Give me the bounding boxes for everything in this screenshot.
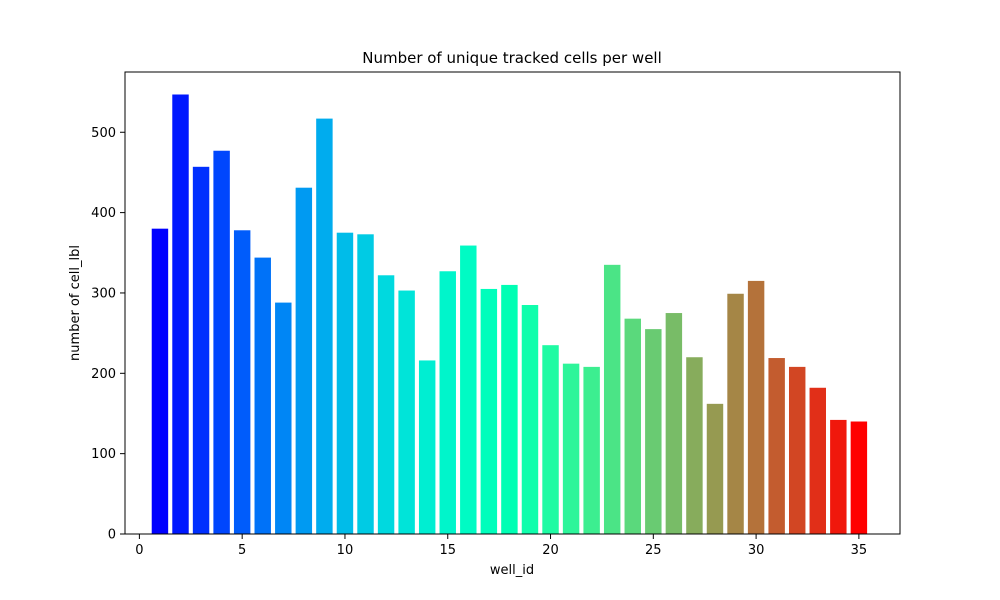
x-tick-label: 25 [645, 543, 662, 558]
bar-well-33 [809, 387, 826, 534]
y-axis-title: number of cell_lbl [68, 245, 83, 361]
bar-well-31 [768, 358, 785, 534]
bar-well-19 [521, 305, 539, 534]
bar-well-25 [645, 329, 662, 534]
bar-well-28 [706, 403, 724, 534]
bar-well-11 [357, 234, 374, 534]
y-tick-label: 0 [108, 528, 116, 543]
bar-well-29 [727, 293, 744, 534]
bar-well-12 [377, 275, 395, 534]
bar-well-2 [172, 94, 189, 535]
chart-title: Number of unique tracked cells per well [362, 49, 662, 67]
bar-well-23 [603, 264, 621, 534]
bar-well-15 [439, 271, 456, 534]
bar-well-34 [830, 419, 847, 534]
bars-group [151, 94, 868, 535]
bar-well-8 [295, 187, 313, 534]
bar-well-1 [151, 228, 169, 534]
bar-well-4 [213, 150, 230, 534]
bar-well-9 [316, 118, 333, 534]
bar-well-32 [788, 366, 806, 534]
bar-well-7 [275, 302, 292, 534]
bar-well-22 [583, 366, 600, 534]
bar-well-35 [850, 421, 868, 534]
x-tick-label: 5 [238, 543, 246, 558]
bar-well-27 [686, 357, 703, 534]
bar-well-6 [254, 257, 271, 534]
x-axis: 0 5 10 15 20 25 30 35 [135, 534, 867, 558]
bar-well-13 [398, 290, 415, 534]
bar-well-20 [542, 345, 559, 534]
bar-well-17 [480, 288, 498, 534]
bar-well-30 [747, 280, 765, 534]
x-tick-label: 0 [135, 543, 143, 558]
bar-well-14 [418, 360, 436, 534]
y-tick-label: 200 [91, 367, 116, 382]
bar-well-10 [336, 232, 354, 534]
x-tick-label: 30 [748, 543, 765, 558]
bar-well-24 [624, 318, 641, 534]
x-tick-label: 35 [851, 543, 868, 558]
plot-frame [124, 71, 901, 535]
x-tick-label: 20 [542, 543, 559, 558]
x-axis-title: well_id [490, 563, 534, 578]
x-tick-label: 10 [337, 543, 354, 558]
bar-well-16 [460, 245, 477, 534]
bar-well-26 [665, 313, 683, 534]
bar-well-3 [192, 166, 210, 535]
y-tick-label: 500 [91, 126, 116, 141]
bar-well-5 [233, 230, 251, 534]
bar-well-21 [562, 363, 580, 534]
y-tick-label: 300 [91, 286, 116, 301]
y-tick-label: 100 [91, 447, 116, 462]
bar-well-18 [501, 284, 518, 534]
x-tick-label: 15 [439, 543, 456, 558]
y-axis: 0 100 200 300 400 500 [91, 126, 125, 543]
y-tick-label: 400 [91, 206, 116, 221]
